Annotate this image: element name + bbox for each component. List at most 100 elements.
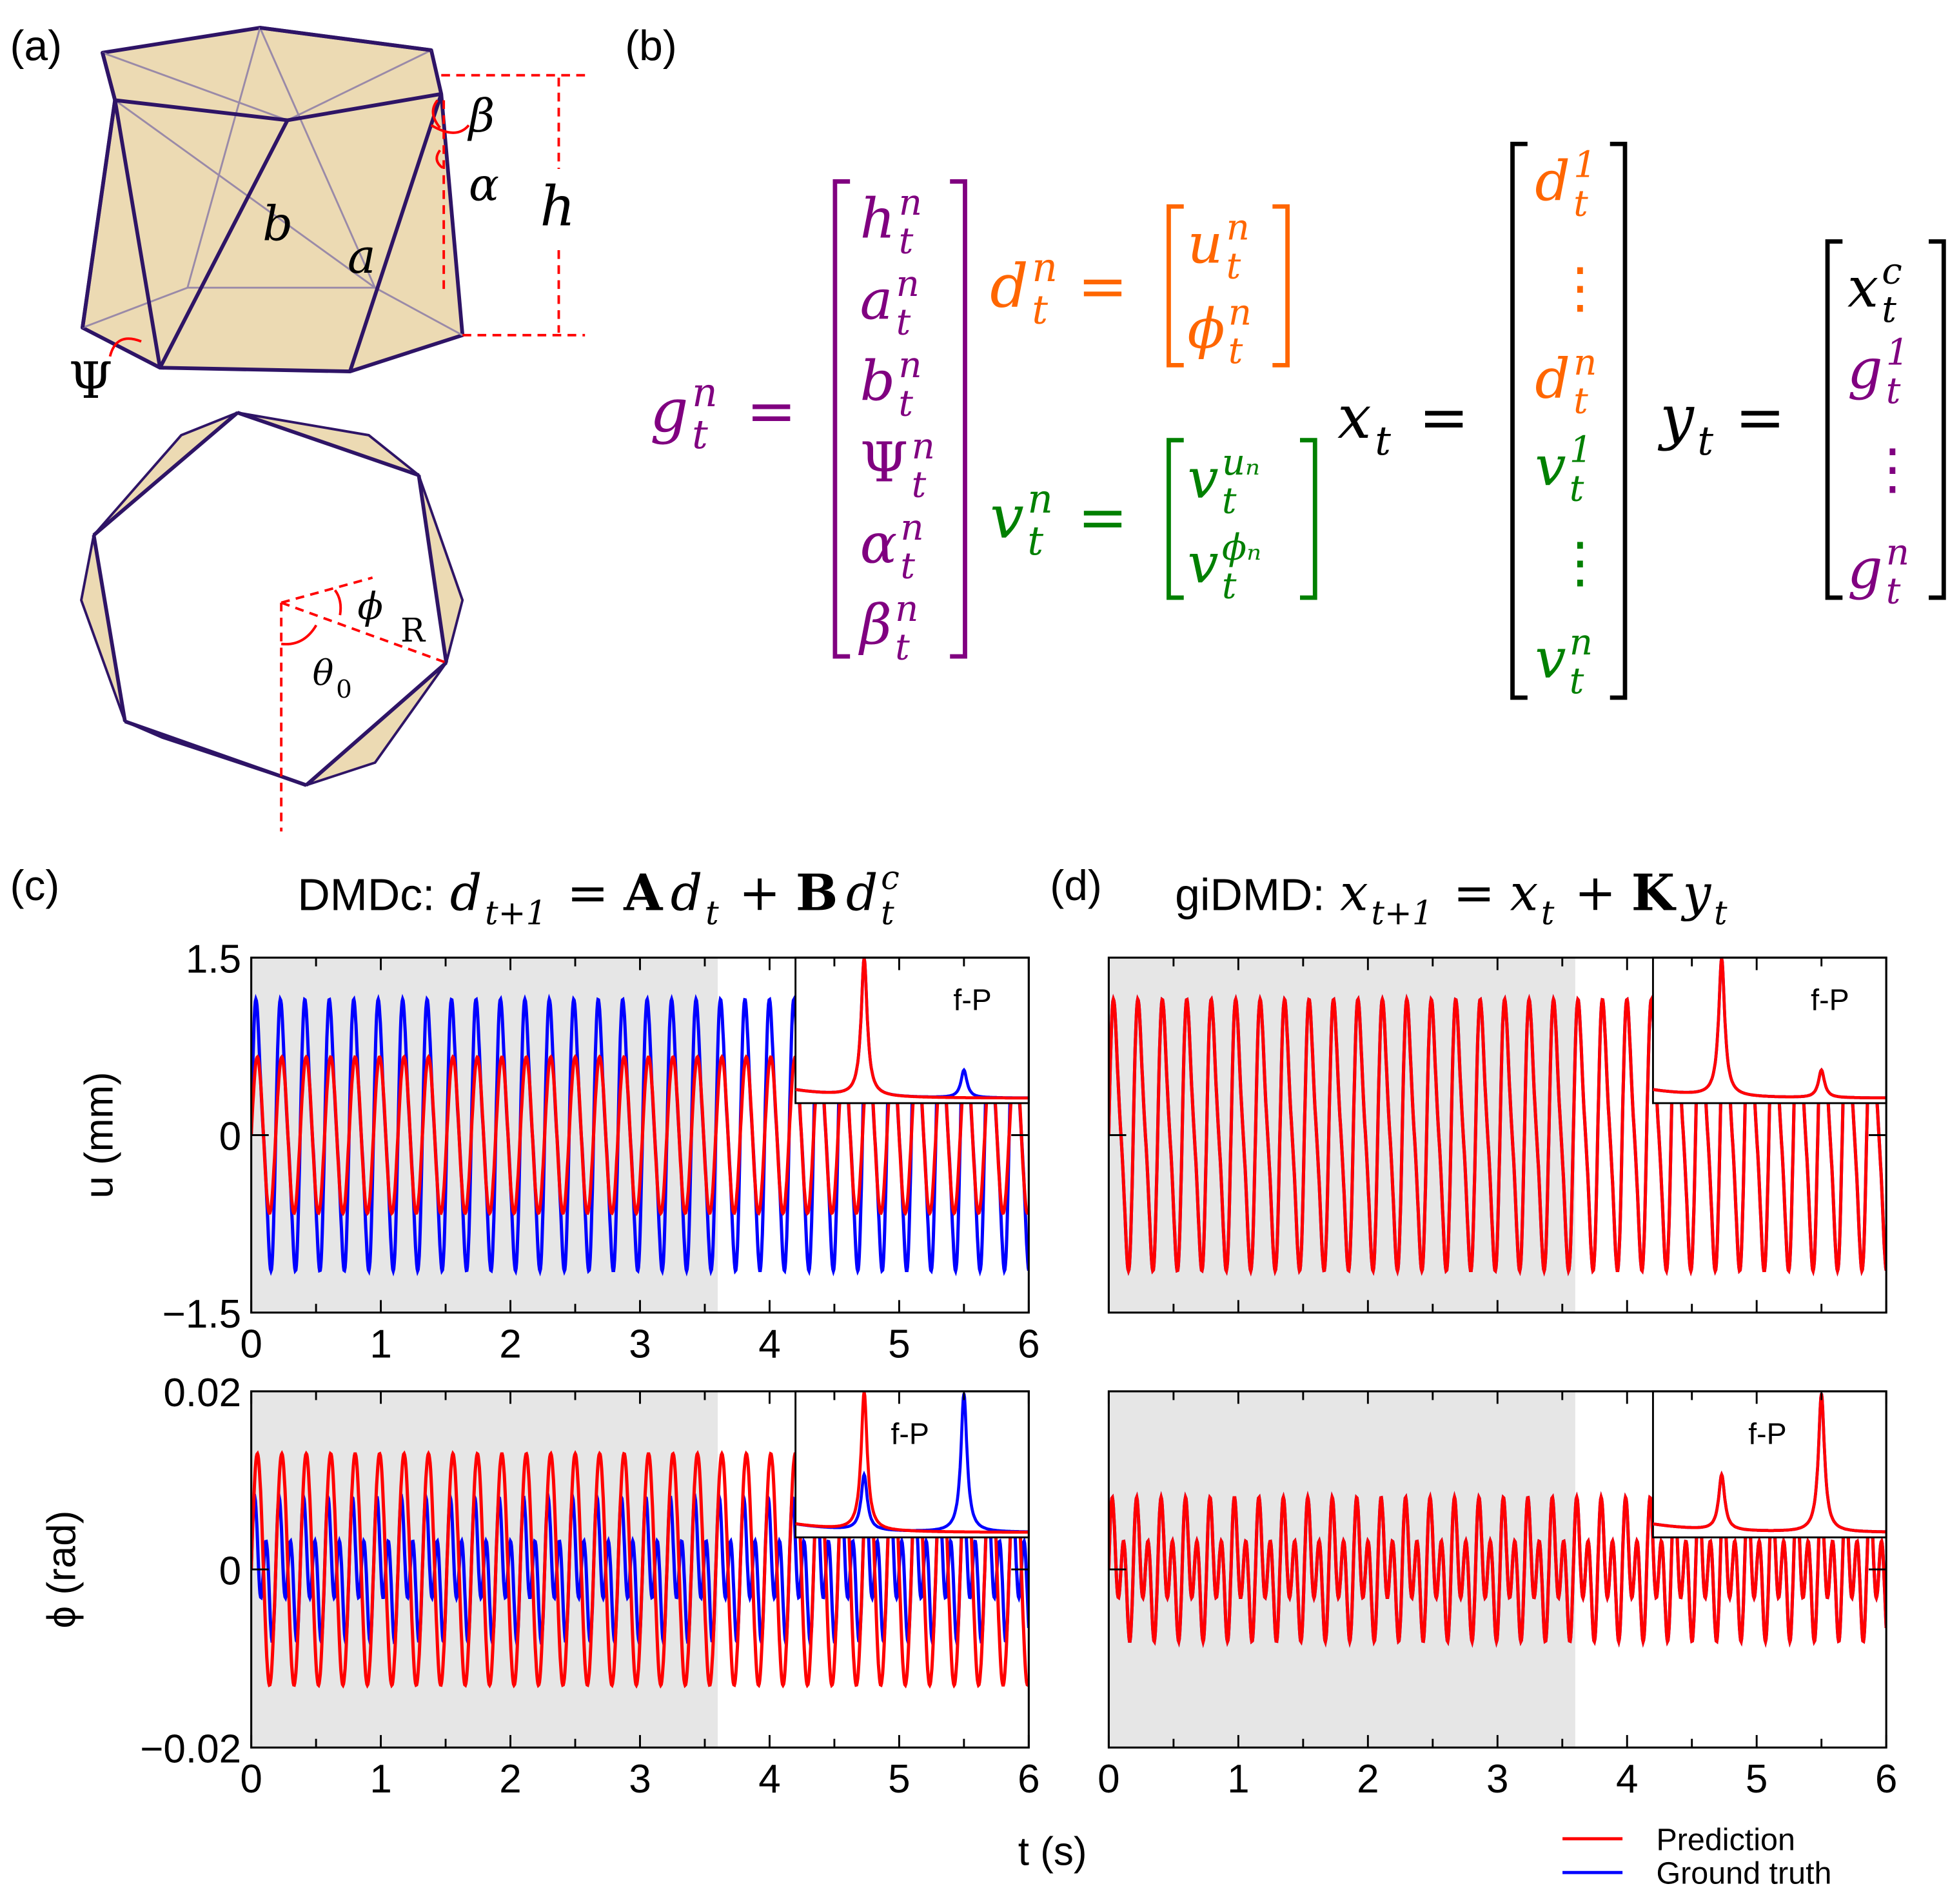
title-prefix: giDMD:	[1175, 870, 1325, 920]
inset-frame	[1651, 956, 1887, 1104]
height-annotation	[108, 74, 586, 357]
x-tick-label: 0	[240, 1322, 262, 1367]
math-subscript: t	[1027, 518, 1043, 564]
math-subscript: t	[1222, 480, 1237, 522]
math-term: d 1t	[1535, 144, 1597, 225]
math-term: β nt	[858, 588, 919, 669]
math-term: g nt	[650, 370, 718, 458]
math-base: B	[796, 864, 838, 923]
math-subscript: t	[1697, 418, 1713, 464]
math-subscript: t	[692, 412, 708, 458]
angle-annotation	[280, 576, 447, 832]
left-bracket	[1825, 239, 1843, 600]
math-subscript: t	[1570, 467, 1584, 509]
y-tick-label: −1.5	[162, 1292, 241, 1337]
x-tick-label: 2	[1357, 1757, 1379, 1801]
equation-x: x t =d 1t⋮d ntv 1t⋮v nt	[1337, 141, 1628, 702]
math-superscript: 1	[1573, 144, 1597, 186]
math-term: ⋮	[1553, 531, 1608, 595]
inset-spectrum: f-P	[1651, 1390, 1887, 1538]
x-tick-label: 2	[499, 1757, 521, 1801]
math-term: K	[1631, 864, 1677, 923]
math-base: Ψ	[860, 431, 909, 495]
equation-y: y t =x ctg 1t⋮g nt	[1657, 239, 1946, 612]
math-base: ϕ	[1188, 297, 1225, 361]
math-superscript: n	[692, 370, 718, 416]
label-phi: ϕ	[357, 584, 383, 628]
y-tick-label: 0	[219, 1549, 242, 1593]
math-subscript: t	[898, 383, 913, 425]
right-bracket	[950, 179, 967, 659]
math-base: u	[1188, 212, 1223, 276]
label-theta: θ	[313, 653, 334, 694]
math-term: +	[739, 865, 781, 923]
inset-series-prediction	[795, 1391, 1029, 1534]
math-base: x	[1510, 865, 1539, 923]
math-term: v nt	[990, 476, 1053, 564]
math-term: h nt	[860, 182, 922, 262]
x-tick-label: 3	[1486, 1757, 1509, 1801]
x-tick-label: 2	[499, 1322, 521, 1367]
plot-c-phi: f-P0 1 2 3 4 5 60.020−0.02ϕ (rad)	[39, 1371, 1039, 1801]
math-base: x	[1847, 256, 1878, 320]
math-superscript: n	[895, 588, 918, 630]
math-subscript: t	[896, 302, 911, 344]
math-subscript: t	[1714, 894, 1728, 932]
math-base: b	[860, 350, 896, 414]
math-base: v	[1188, 447, 1219, 511]
math-base: K	[1631, 864, 1677, 923]
math-term: =	[567, 865, 609, 923]
math-subscript: t	[705, 894, 719, 932]
math-subscript: t	[1886, 570, 1901, 612]
panel-label-c: (c)	[10, 861, 60, 909]
math-base: A	[623, 864, 664, 923]
math-base: d	[1535, 150, 1570, 214]
origami-side-view	[81, 26, 586, 373]
plot-d-phi: f-P 0 1 2 3 4 5 6	[1098, 1390, 1897, 1801]
math-base: d	[846, 865, 878, 923]
math-operator: =	[1453, 865, 1495, 923]
series-prediction	[251, 1054, 1029, 1217]
math-base: v	[1535, 435, 1566, 498]
inset-spectrum: f-P	[794, 956, 1030, 1104]
math-base: x	[1337, 382, 1371, 452]
panel-label-a: (a)	[10, 21, 63, 69]
math-base: v	[1188, 533, 1219, 596]
math-base: g	[1847, 537, 1883, 601]
math-superscript: n	[1032, 245, 1058, 291]
hidden-edges	[82, 27, 463, 337]
x-tick-label: 5	[1746, 1757, 1768, 1801]
right-bracket	[1272, 204, 1290, 368]
inset-series-prediction	[795, 957, 1029, 1100]
math-subscript: t	[1222, 565, 1237, 607]
math-subscript: t	[1573, 380, 1588, 422]
math-term: d t+1	[450, 865, 547, 933]
math-base: d	[990, 251, 1029, 320]
math-term: u nt	[1188, 207, 1250, 288]
math-operator: +	[1575, 865, 1617, 923]
math-superscript: n	[899, 182, 922, 224]
math-subscript: t	[900, 545, 915, 587]
math-superscript: 1	[1570, 429, 1593, 471]
math-base: β	[858, 594, 892, 658]
series-prediction	[1108, 994, 1887, 1277]
plots: f-P0 1 2 3 4 5 61.50−1.5u (mm)f-P0 1 2 3 4 5 60.020−…	[39, 937, 1897, 1801]
legend-prediction-label: Prediction	[1656, 1822, 1795, 1857]
x-tick-label: 0	[1098, 1757, 1120, 1801]
equals-sign: =	[746, 376, 796, 446]
x-tick-label: 5	[888, 1757, 910, 1801]
legend: Prediction Ground truth	[1562, 1822, 1831, 1891]
label-alpha: α	[469, 159, 499, 211]
x-tick-label: 1	[369, 1757, 392, 1801]
math-term: A	[623, 864, 664, 923]
inset-frame	[794, 956, 1030, 1104]
x-tick-label: 5	[888, 1322, 910, 1367]
math-term: d nt	[990, 245, 1058, 333]
math-superscript: uₙ	[1222, 442, 1260, 484]
